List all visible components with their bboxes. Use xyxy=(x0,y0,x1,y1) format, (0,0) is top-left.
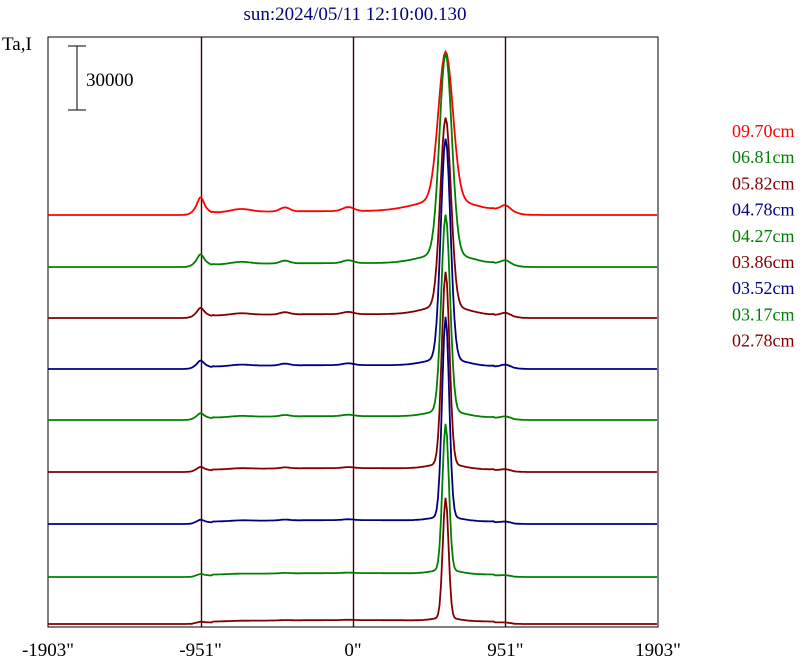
legend: 09.70cm 06.81cm 05.82cm 04.78cm 04.27cm 03.86… xyxy=(732,121,795,351)
x-tick-label: 0" xyxy=(344,640,361,661)
x-tick-label: -1903" xyxy=(22,640,74,661)
series-line-06.81cm xyxy=(48,53,657,268)
legend-entry: 02.78cm xyxy=(732,331,795,351)
series-line-02.78cm xyxy=(48,497,657,625)
legend-entry: 04.27cm xyxy=(732,226,795,246)
legend-entry: 04.78cm xyxy=(732,200,795,220)
series-line-09.70cm xyxy=(48,49,657,216)
legend-entry: 06.81cm xyxy=(732,147,795,167)
chart-title: sun:2024/05/11 12:10:00.130 xyxy=(243,4,466,25)
y-axis-label: Ta,I xyxy=(2,34,32,55)
x-tick-label: -951" xyxy=(179,640,222,661)
legend-entry: 03.17cm xyxy=(732,304,795,324)
legend-entry: 03.52cm xyxy=(732,278,795,298)
legend-entry: 05.82cm xyxy=(732,173,795,193)
series-line-03.86cm xyxy=(48,271,657,473)
series-line-04.78cm xyxy=(48,138,657,370)
scale-bar: 30000 xyxy=(68,45,134,111)
series-line-05.82cm xyxy=(48,117,657,319)
series-line-04.27cm xyxy=(48,214,657,421)
series-line-03.17cm xyxy=(48,423,657,578)
series-line-03.52cm xyxy=(48,316,657,525)
x-tick-label: 951" xyxy=(487,640,523,661)
series-group xyxy=(48,49,657,625)
scale-bar-label: 30000 xyxy=(86,70,134,91)
vertical-reference-lines xyxy=(200,37,507,627)
legend-entry: 03.86cm xyxy=(732,252,795,272)
x-tick-labels: -1903" -951" 0" 951" 1903" xyxy=(22,640,681,661)
x-tick-label: 1903" xyxy=(635,640,681,661)
legend-entry: 09.70cm xyxy=(732,121,795,141)
